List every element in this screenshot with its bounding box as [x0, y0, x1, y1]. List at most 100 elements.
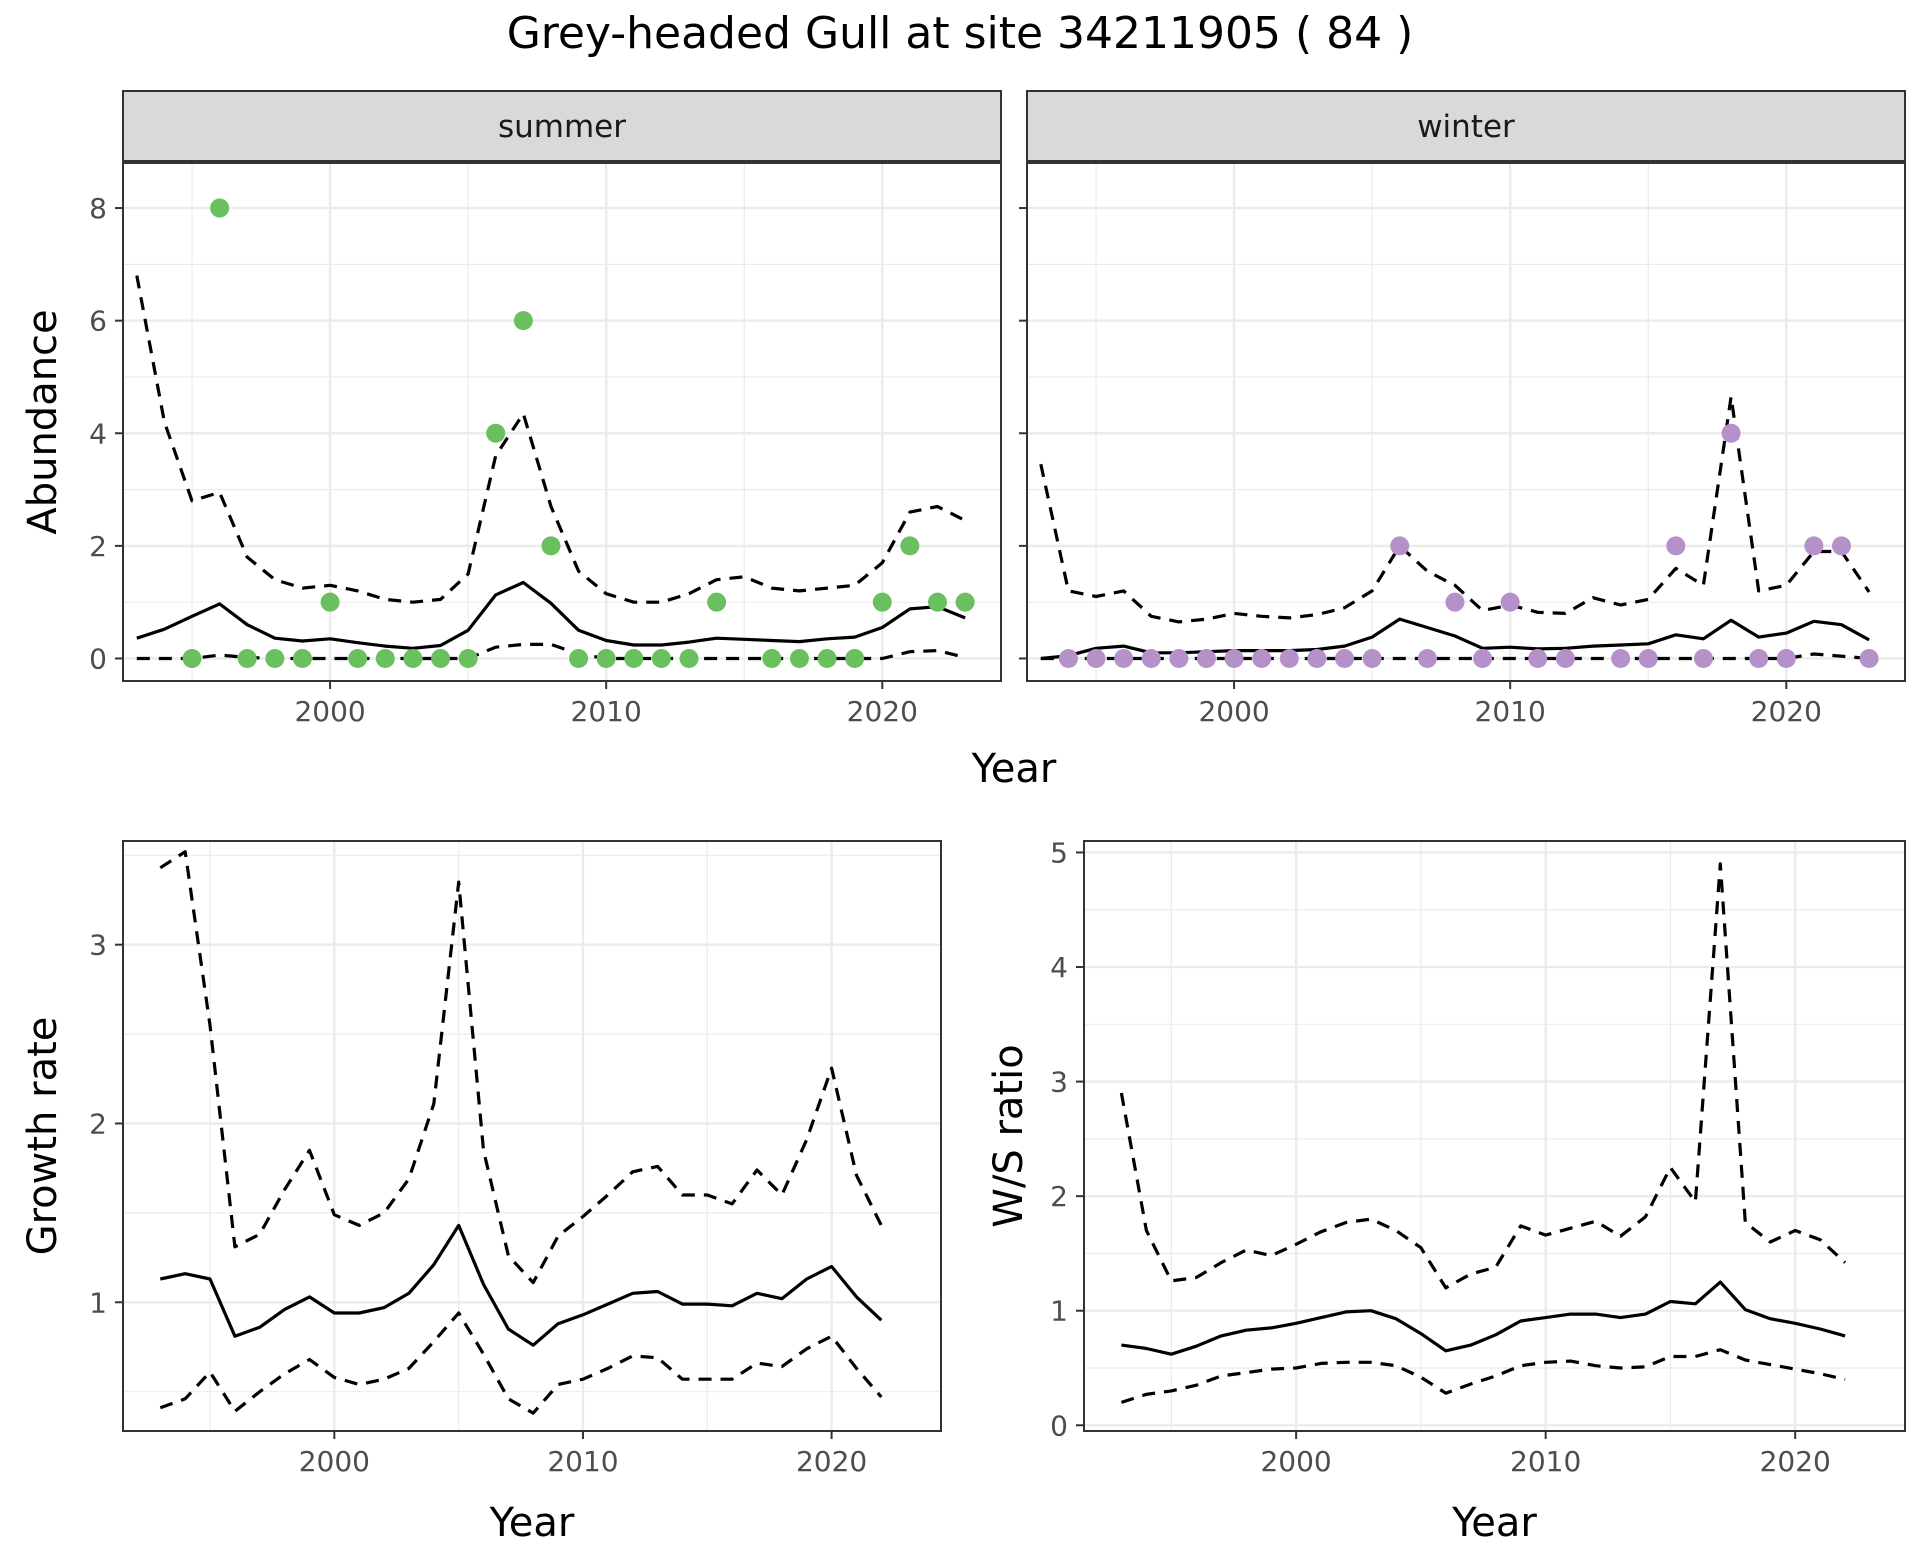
winter-data-point — [1693, 648, 1713, 668]
winter-data-point — [1307, 648, 1327, 668]
summer-y-axis-title: Abundance — [20, 309, 66, 534]
winter-x-tick-label: 2020 — [1751, 695, 1822, 728]
winter-data-point — [1611, 648, 1631, 668]
winter-data-point — [1776, 648, 1796, 668]
winter-data-point — [1252, 648, 1272, 668]
summer-data-point — [320, 592, 340, 612]
winter-data-point — [1114, 648, 1134, 668]
summer-data-point — [569, 648, 589, 668]
summer-estimate-line — [136, 580, 966, 650]
growth-estimate-line — [159, 1223, 883, 1347]
summer-data-point — [348, 648, 368, 668]
ratio-y-tick-label: 5 — [1050, 836, 1068, 869]
growth-x-tick-label: 2020 — [796, 1445, 867, 1478]
summer-data-point — [679, 648, 699, 668]
winter-panel-border — [1026, 162, 1906, 682]
summer-data-point — [596, 648, 616, 668]
winter-data-point — [1666, 536, 1686, 556]
summer-strip-label: summer — [498, 109, 626, 145]
winter-data-point — [1417, 648, 1437, 668]
growth-plot-background — [123, 841, 941, 1431]
ratio-y-tick-label: 3 — [1050, 1066, 1068, 1099]
growth-y-tick-label: 3 — [89, 929, 107, 962]
winter-data-point — [1279, 648, 1299, 668]
ws-ratio-panel: 2000 2010 2020 0 1 2 3 4 5 W/S ratio Year — [986, 836, 1906, 1546]
summer-y-tick-label: 8 — [89, 192, 107, 225]
growth-x-axis-title: Year — [489, 1500, 575, 1546]
ratio-x-axis-title: Year — [1451, 1500, 1537, 1546]
summer-panel-border — [122, 162, 1002, 682]
winter-strip-label: winter — [1417, 109, 1515, 145]
winter-data-point — [1859, 648, 1879, 668]
summer-x-tick-label: 2010 — [571, 695, 642, 728]
summer-data-point — [375, 648, 395, 668]
summer-upper-line — [135, 275, 966, 604]
growth-upper-line — [159, 850, 883, 1285]
ratio-panel-border — [1083, 840, 1906, 1432]
ratio-estimate-line — [1121, 1280, 1846, 1356]
summer-y-tick-label: 6 — [89, 305, 107, 338]
summer-data-point — [789, 648, 809, 668]
summer-data-point — [624, 648, 644, 668]
summer-plot-background — [123, 163, 1001, 681]
ratio-lower-line — [1120, 1348, 1846, 1404]
growth-x-tick-label: 2000 — [299, 1445, 370, 1478]
summer-y-tick-label: 4 — [89, 417, 107, 450]
winter-data-point — [1721, 423, 1741, 443]
winter-data-point — [1804, 536, 1824, 556]
summer-abundance-panel: summer 2000 2010 2020 0 2 4 6 8 Abundance — [20, 90, 1002, 728]
winter-plot-background — [1027, 163, 1905, 681]
winter-abundance-panel: winter 2000 2010 2020 — [1019, 90, 1906, 728]
winter-data-point — [1528, 648, 1548, 668]
winter-x-tick-label: 2000 — [1198, 695, 1269, 728]
summer-data-point — [845, 648, 865, 668]
ratio-y-tick-label: 1 — [1050, 1295, 1068, 1328]
growth-y-axis-title: Growth rate — [20, 1017, 66, 1256]
winter-data-point — [1362, 648, 1382, 668]
summer-data-point — [762, 648, 782, 668]
summer-data-point — [955, 592, 975, 612]
growth-lower-line — [159, 1311, 883, 1415]
winter-data-point — [1169, 648, 1189, 668]
summer-data-point — [292, 648, 312, 668]
winter-data-point — [1058, 648, 1078, 668]
summer-data-point — [265, 648, 285, 668]
summer-data-point — [900, 536, 920, 556]
summer-data-point — [651, 648, 671, 668]
summer-data-point — [403, 648, 423, 668]
summer-x-tick-label: 2000 — [294, 695, 365, 728]
winter-data-point — [1445, 592, 1465, 612]
growth-rate-panel: 2000 2010 2020 1 2 3 Growth rate Year — [20, 840, 942, 1546]
growth-panel-border — [122, 840, 942, 1432]
summer-data-point — [541, 536, 561, 556]
summer-data-point — [872, 592, 892, 612]
summer-data-point — [237, 648, 257, 668]
summer-data-point — [210, 198, 230, 218]
winter-data-point — [1335, 648, 1355, 668]
growth-y-tick-label: 2 — [89, 1107, 107, 1140]
summer-y-tick-label: 2 — [89, 530, 107, 563]
summer-strip — [122, 90, 1002, 162]
ratio-y-tick-label: 4 — [1050, 951, 1068, 984]
figure-title: Grey-headed Gull at site 34211905 ( 84 ) — [507, 8, 1414, 59]
winter-data-point — [1390, 536, 1410, 556]
ratio-y-tick-label: 2 — [1050, 1180, 1068, 1213]
winter-data-point — [1638, 648, 1658, 668]
winter-data-point — [1224, 648, 1244, 668]
ratio-x-tick-label: 2010 — [1510, 1445, 1581, 1478]
summer-data-point — [486, 423, 506, 443]
ratio-plot-background — [1084, 841, 1905, 1431]
growth-x-tick-label: 2010 — [547, 1445, 618, 1478]
winter-data-point — [1086, 648, 1106, 668]
winter-data-point — [1141, 648, 1161, 668]
winter-data-point — [1555, 648, 1575, 668]
summer-data-point — [707, 592, 727, 612]
summer-x-tick-label: 2020 — [847, 695, 918, 728]
winter-data-point — [1831, 536, 1851, 556]
ratio-y-tick-label: 0 — [1050, 1409, 1068, 1442]
ratio-upper-line — [1119, 862, 1847, 1290]
summer-data-point — [182, 648, 202, 668]
summer-data-point — [513, 311, 533, 331]
winter-strip — [1026, 90, 1906, 162]
